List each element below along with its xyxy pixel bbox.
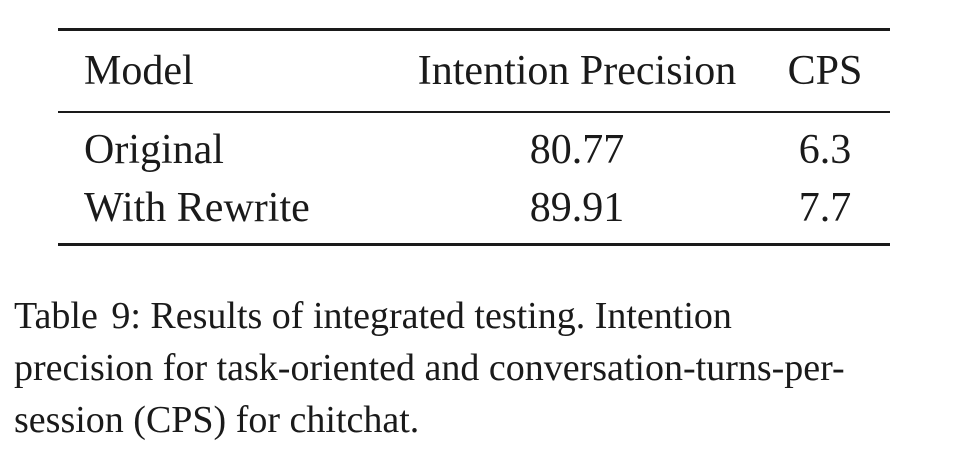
caption-text-line3: session (CPS) for chitchat. bbox=[14, 399, 420, 441]
results-grid: Model Intention Precision CPS bbox=[58, 31, 890, 111]
mid-rule bbox=[58, 111, 890, 113]
header-model: Model bbox=[84, 48, 194, 94]
cell-intention-precision: 89.91 bbox=[529, 185, 625, 231]
caption-label: Table 9: bbox=[14, 295, 141, 337]
results-table: Model Intention Precision CPS Original 8… bbox=[58, 28, 890, 246]
caption-text-line1: Results of integrated testing. Intention bbox=[150, 295, 732, 337]
caption-text-line2: precision for task-oriented and conversa… bbox=[14, 347, 845, 389]
header-cps: CPS bbox=[787, 48, 863, 94]
cell-model: Original bbox=[84, 127, 224, 173]
cell-cps: 6.3 bbox=[798, 127, 852, 173]
results-body: Original 80.77 6.3 With Rewrite 89.91 7.… bbox=[58, 113, 890, 243]
bottom-rule bbox=[58, 243, 890, 246]
table-row: Original 80.77 6.3 bbox=[58, 113, 890, 179]
header-intention-precision: Intention Precision bbox=[417, 48, 737, 94]
cell-model: With Rewrite bbox=[84, 185, 310, 231]
top-rule bbox=[58, 28, 890, 31]
header-row: Model Intention Precision CPS bbox=[58, 31, 890, 111]
table-caption: Table 9: Results of integrated testing. … bbox=[14, 290, 936, 446]
cell-cps: 7.7 bbox=[798, 185, 852, 231]
cell-intention-precision: 80.77 bbox=[529, 127, 625, 173]
table-row: With Rewrite 89.91 7.7 bbox=[58, 179, 890, 243]
